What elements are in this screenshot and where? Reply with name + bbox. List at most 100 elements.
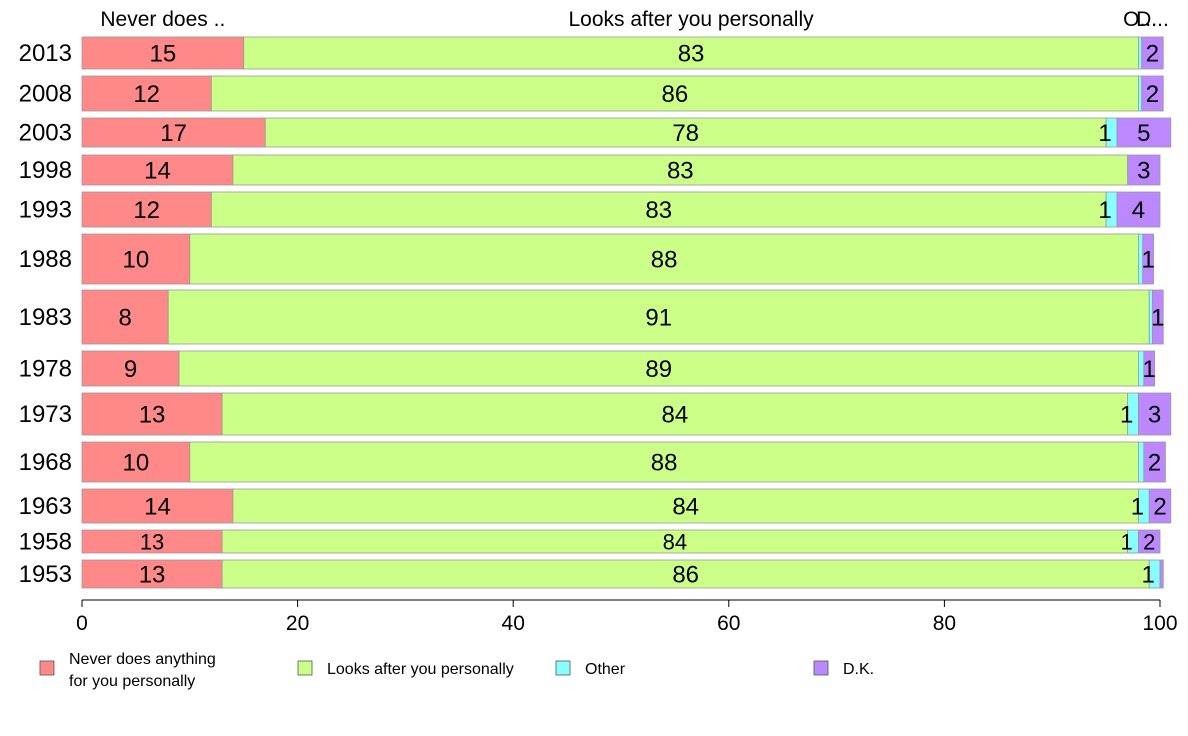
bar-segment xyxy=(221,559,1150,589)
data-label: 4 xyxy=(1132,197,1145,224)
category-label: 1993 xyxy=(19,197,72,224)
x-tick-label: 80 xyxy=(933,612,956,635)
category-label: 1968 xyxy=(19,449,72,476)
bar-segment xyxy=(81,350,180,387)
legend-label: Looks after you personally xyxy=(327,661,514,678)
bar-segment xyxy=(264,117,1107,148)
data-label: 13 xyxy=(139,562,166,589)
bar-segment xyxy=(81,289,169,345)
legend: Never does anything for you personally Loo… xyxy=(39,651,874,690)
category-label: 2008 xyxy=(19,81,72,108)
bar-segment xyxy=(178,350,1139,387)
data-label: 3 xyxy=(1137,158,1150,185)
bar-segment xyxy=(1138,75,1143,112)
category-label: 1953 xyxy=(19,561,72,588)
data-label: 1 xyxy=(1143,356,1156,383)
data-label: 10 xyxy=(123,450,150,477)
data-label: 9 xyxy=(124,356,137,383)
data-label: 5 xyxy=(1137,120,1150,147)
data-label: 2 xyxy=(1146,81,1159,108)
data-label: 84 xyxy=(672,494,699,521)
data-label: 88 xyxy=(651,247,678,274)
data-label: 86 xyxy=(662,81,689,108)
data-labels-group: 15 83 212 86 217 78 1 514 83 312 83 1 410 88 18 91 19 89 1… xyxy=(118,41,1166,589)
bar-segment xyxy=(81,75,212,112)
legend-label: for you personally xyxy=(69,673,195,690)
x-tick-label: 60 xyxy=(717,612,740,635)
data-label: 83 xyxy=(667,158,694,185)
bar-segment xyxy=(1141,36,1164,70)
bar-segment xyxy=(1143,441,1166,483)
legend-swatch xyxy=(813,660,829,676)
bar-segment xyxy=(1116,191,1161,228)
category-label: 1998 xyxy=(19,157,72,184)
data-label: 91 xyxy=(645,305,672,332)
legend-swatch xyxy=(297,660,313,676)
bar-segment xyxy=(1138,441,1145,483)
x-tick-label: 100 xyxy=(1142,612,1177,635)
bar-segment xyxy=(210,75,1139,112)
bar-segment xyxy=(1142,233,1154,285)
bar-segment xyxy=(1127,154,1161,186)
data-label: 14 xyxy=(144,158,171,185)
data-label: 2 xyxy=(1148,450,1161,477)
segment-top-label: O... xyxy=(1123,8,1157,31)
data-label: 1 xyxy=(1131,494,1144,521)
bar-segment xyxy=(1152,289,1164,345)
data-label: 83 xyxy=(645,197,672,224)
category-label: 1978 xyxy=(19,356,72,383)
segment-top-label: D... xyxy=(1136,8,1169,31)
data-label: 8 xyxy=(118,305,131,332)
data-label: 2 xyxy=(1146,41,1159,68)
data-label: 84 xyxy=(663,529,687,554)
bar-segment xyxy=(81,441,191,483)
data-label: 84 xyxy=(662,402,689,429)
bar-segment xyxy=(210,191,1107,228)
data-label: 10 xyxy=(123,247,150,274)
bar-segment xyxy=(1148,488,1172,524)
bar-segment xyxy=(1138,529,1161,554)
bar-segment xyxy=(243,36,1139,70)
data-label: 13 xyxy=(140,529,164,554)
bar-segment xyxy=(189,233,1139,285)
bar-segment xyxy=(1116,117,1172,148)
legend-label: Never does anything xyxy=(69,651,216,668)
data-label: 15 xyxy=(149,41,176,68)
data-label: 1 xyxy=(1121,529,1133,554)
bars-group xyxy=(81,36,1172,589)
bar-segment xyxy=(81,154,234,186)
data-label: 1 xyxy=(1120,402,1133,429)
bar-segment xyxy=(81,117,266,148)
bar-segment xyxy=(81,233,191,285)
bar-segment xyxy=(81,559,223,589)
bar-segment xyxy=(1143,350,1156,387)
data-label: 1 xyxy=(1142,562,1155,589)
bar-segment xyxy=(81,392,223,436)
data-label: 1 xyxy=(1098,120,1111,147)
data-label: 12 xyxy=(133,81,160,108)
data-label: 12 xyxy=(133,197,160,224)
data-label: 13 xyxy=(139,402,166,429)
segment-top-label: Never does .. xyxy=(100,8,225,31)
bar-segment xyxy=(81,36,245,70)
bar-segment xyxy=(1159,559,1164,589)
category-label: 2013 xyxy=(19,40,72,67)
category-label: 1973 xyxy=(19,401,72,428)
category-label: 1988 xyxy=(19,246,72,273)
category-label: 1958 xyxy=(19,529,72,556)
bar-segment xyxy=(167,289,1150,345)
bar-segment xyxy=(232,488,1139,524)
category-label: 1983 xyxy=(19,304,72,331)
segment-top-label: Looks after you personally xyxy=(568,8,814,31)
category-label: 1963 xyxy=(19,493,72,520)
data-label: 78 xyxy=(672,120,699,147)
data-label: 83 xyxy=(678,41,705,68)
data-label: 1 xyxy=(1141,247,1154,274)
category-label: 2003 xyxy=(19,120,72,147)
x-tick-label: 0 xyxy=(76,612,88,635)
legend-swatch xyxy=(39,660,55,676)
data-label: 14 xyxy=(144,494,171,521)
legend-label: Other xyxy=(585,661,626,678)
x-tick-label: 20 xyxy=(286,612,309,635)
